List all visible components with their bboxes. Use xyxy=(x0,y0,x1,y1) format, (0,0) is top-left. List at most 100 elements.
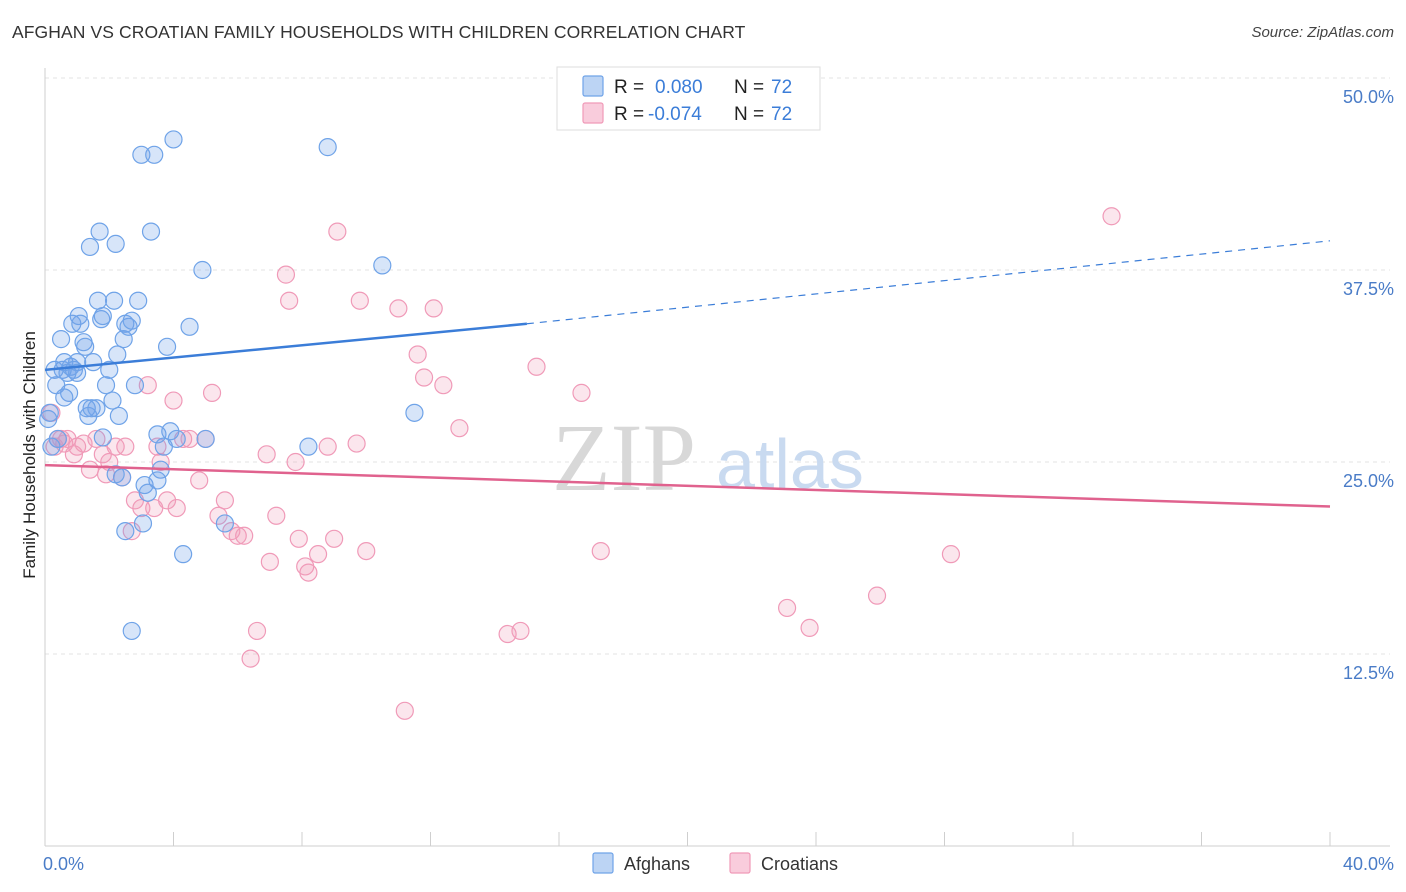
croatian-point xyxy=(434,376,453,395)
afghan-point xyxy=(88,291,108,310)
afghan-point xyxy=(87,399,106,418)
croatians-trend-line xyxy=(44,463,1331,508)
croatian-point xyxy=(132,498,151,518)
afghan-point xyxy=(145,145,164,164)
legend-n-value-afghans: 72 xyxy=(771,77,792,98)
croatian-point xyxy=(247,621,267,641)
afghan-point xyxy=(48,429,67,449)
croatian-point xyxy=(151,452,170,472)
croatian-point xyxy=(267,506,286,525)
croatian-point xyxy=(235,526,254,545)
afghan-point xyxy=(129,291,148,310)
croatian-point xyxy=(867,586,887,605)
croatian-point xyxy=(228,526,247,545)
croatian-point xyxy=(389,299,408,318)
croatian-point xyxy=(328,222,347,241)
afghan-point xyxy=(90,222,109,241)
afghan-point xyxy=(373,256,392,275)
afghan-point xyxy=(122,311,141,330)
afghan-point xyxy=(82,399,101,418)
x-tick-label: 40.0% xyxy=(1343,854,1394,874)
x-tick-label: 0.0% xyxy=(43,854,84,874)
croatian-point xyxy=(308,545,328,564)
watermark-zip: ZIP xyxy=(552,404,696,511)
afghan-point xyxy=(96,376,116,395)
croatian-point xyxy=(1102,207,1121,226)
croatian-point xyxy=(800,618,819,637)
chart-title: AFGHAN VS CROATIAN FAMILY HOUSEHOLDS WIT… xyxy=(12,22,746,42)
afghan-point xyxy=(80,237,100,257)
y-tick-label: 50.0% xyxy=(1343,87,1394,107)
legend-n-label: N = xyxy=(734,104,764,125)
croatian-point xyxy=(318,437,337,456)
afghan-point xyxy=(103,391,122,410)
croatian-point xyxy=(357,541,376,561)
afghan-point xyxy=(141,222,161,241)
afghan-point xyxy=(69,306,88,326)
afghan-point xyxy=(104,291,124,310)
legend-r-value-afghans: 0.080 xyxy=(655,77,703,98)
afghan-point xyxy=(174,545,193,564)
y-tick-label: 12.5% xyxy=(1343,663,1394,683)
croatian-point xyxy=(299,563,318,582)
croatian-point xyxy=(289,529,308,548)
x-tick-labels: 0.0% 40.0% xyxy=(43,854,1394,874)
series-legend: Afghans Croatians xyxy=(592,852,838,874)
gridlines xyxy=(45,77,1390,655)
afghan-point xyxy=(51,330,71,349)
afghan-point xyxy=(76,337,95,356)
croatian-point xyxy=(180,429,199,449)
afghan-point xyxy=(299,437,318,456)
croatian-point xyxy=(527,357,546,376)
croatian-point xyxy=(450,419,469,438)
afghan-point xyxy=(122,621,141,641)
trend-lines xyxy=(44,240,1331,508)
legend-swatch-afghans xyxy=(592,852,614,874)
afghan-point xyxy=(116,522,135,541)
afghan-point xyxy=(55,388,74,407)
y-tick-label: 25.0% xyxy=(1343,471,1394,491)
croatian-point xyxy=(424,299,443,318)
croatian-point xyxy=(572,383,591,402)
afghan-point xyxy=(157,337,177,356)
legend-r-value-croatians: -0.074 xyxy=(648,104,702,125)
croatian-point xyxy=(347,434,366,453)
afghan-point xyxy=(164,130,183,149)
afghan-point xyxy=(108,345,127,364)
croatian-point xyxy=(164,391,183,410)
croatian-point xyxy=(138,376,157,395)
afghan-point xyxy=(132,145,151,164)
source-label: Source: ZipAtlas.com xyxy=(1251,24,1394,41)
afghan-point xyxy=(109,406,128,426)
croatian-point xyxy=(280,291,299,310)
croatian-point xyxy=(325,529,344,548)
croatian-point xyxy=(116,437,135,456)
croatian-point xyxy=(257,445,276,464)
afghans-points xyxy=(39,130,424,641)
croatian-point xyxy=(511,621,530,641)
croatian-point xyxy=(190,471,209,490)
legend-n-label: N = xyxy=(734,77,764,98)
croatian-point xyxy=(241,649,260,668)
y-tick-label: 37.5% xyxy=(1343,279,1394,299)
croatian-point xyxy=(87,429,106,449)
afghan-point xyxy=(133,514,153,533)
afghan-point xyxy=(405,403,424,422)
croatian-point xyxy=(777,598,797,618)
croatian-point xyxy=(414,368,434,387)
afghan-point xyxy=(68,363,87,383)
afghan-point xyxy=(106,465,125,484)
croatian-point xyxy=(591,541,610,561)
afghan-point xyxy=(125,376,145,395)
croatian-point xyxy=(157,491,177,510)
afghan-point xyxy=(100,360,119,379)
croatian-point xyxy=(276,265,296,284)
croatian-point xyxy=(106,437,125,456)
afghan-point xyxy=(93,306,112,326)
afghan-point xyxy=(39,409,58,429)
croatian-point xyxy=(350,291,369,310)
afghan-point xyxy=(196,429,215,449)
croatian-point xyxy=(215,491,234,510)
afghan-point xyxy=(167,429,186,449)
